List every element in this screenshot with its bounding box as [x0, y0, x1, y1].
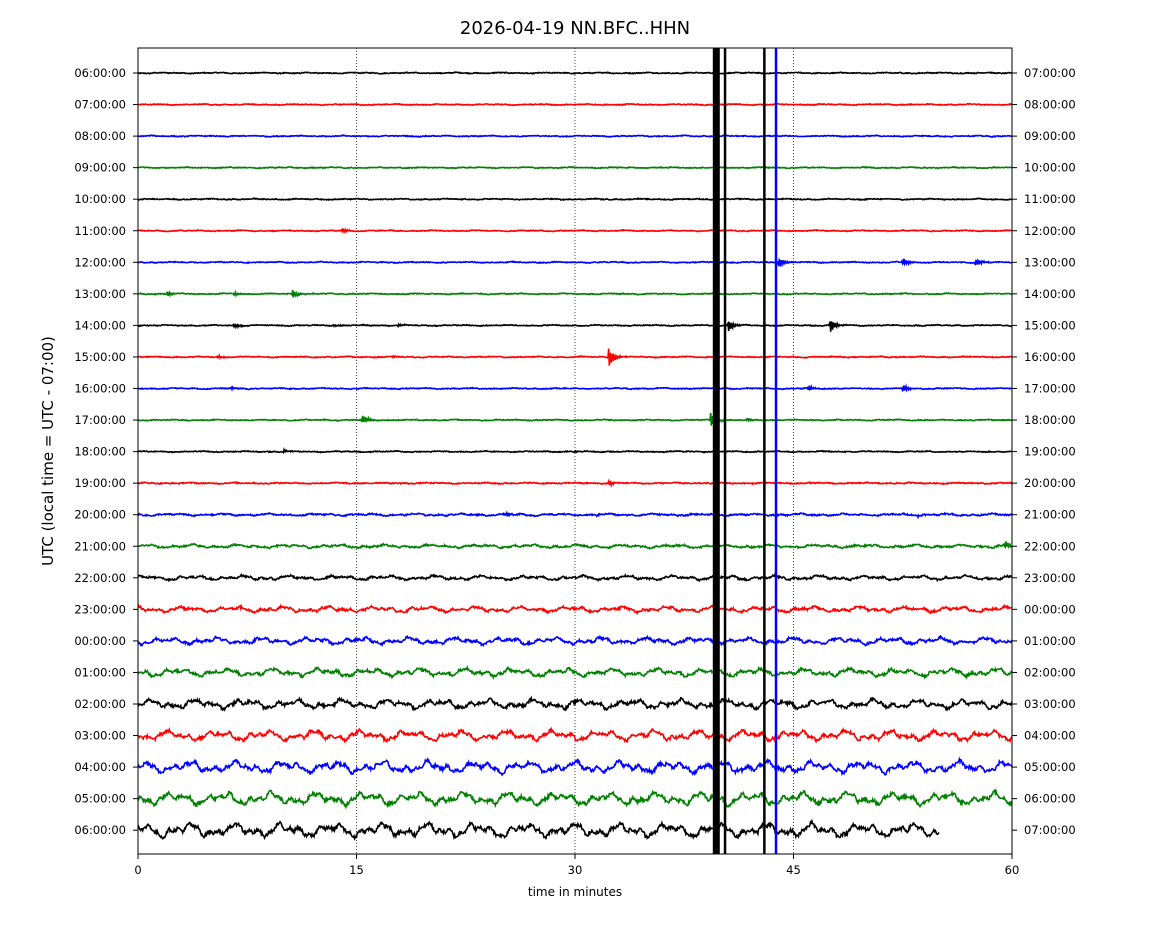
right-time-label: 03:00:00	[1024, 697, 1076, 711]
right-time-label: 04:00:00	[1024, 729, 1076, 743]
right-time-label: 00:00:00	[1024, 602, 1076, 616]
trace-row-16	[138, 572, 1012, 583]
x-tick-label: 60	[1005, 863, 1020, 877]
right-time-label: 12:00:00	[1024, 224, 1076, 238]
left-time-label: 15:00:00	[74, 350, 126, 364]
right-time-label: 06:00:00	[1024, 792, 1076, 806]
trace-row-9	[138, 348, 1012, 366]
left-time-label: 01:00:00	[74, 665, 126, 679]
left-time-label: 17:00:00	[74, 413, 126, 427]
left-time-label: 20:00:00	[74, 508, 126, 522]
trace-row-24	[138, 818, 940, 841]
trace-row-3	[138, 165, 1012, 170]
right-time-label: 05:00:00	[1024, 760, 1076, 774]
left-time-label: 09:00:00	[74, 161, 126, 175]
right-time-label: 10:00:00	[1024, 161, 1076, 175]
x-axis-label: time in minutes	[528, 885, 622, 899]
trace-row-14	[138, 510, 1012, 520]
left-time-label: 19:00:00	[74, 476, 126, 490]
left-time-label: 07:00:00	[74, 98, 126, 112]
x-tick-label: 30	[568, 863, 583, 877]
x-tick-label: 15	[349, 863, 364, 877]
right-time-label: 20:00:00	[1024, 476, 1076, 490]
saturated-spikes	[712, 48, 778, 854]
seismic-traces	[138, 71, 1012, 841]
left-time-label: 08:00:00	[74, 129, 126, 143]
x-tick-label: 45	[786, 863, 801, 877]
trace-row-1	[138, 102, 1012, 107]
left-time-label: 21:00:00	[74, 539, 126, 553]
right-time-label: 16:00:00	[1024, 350, 1076, 364]
trace-row-0	[138, 71, 1012, 75]
left-time-label: 11:00:00	[74, 224, 126, 238]
right-time-label: 11:00:00	[1024, 192, 1076, 206]
trace-row-7	[138, 289, 1012, 299]
trace-row-5	[138, 227, 1012, 235]
left-time-label: 06:00:00	[74, 66, 126, 80]
trace-row-18	[138, 634, 1012, 648]
trace-row-21	[138, 726, 1012, 744]
left-time-label: 04:00:00	[74, 760, 126, 774]
right-time-label: 07:00:00	[1024, 823, 1076, 837]
left-time-label: 14:00:00	[74, 318, 126, 332]
right-time-label: 21:00:00	[1024, 508, 1076, 522]
right-time-label: 02:00:00	[1024, 665, 1076, 679]
trace-row-20	[138, 695, 1012, 712]
trace-row-23	[138, 788, 1012, 810]
right-time-label: 13:00:00	[1024, 255, 1076, 269]
left-time-labels: 06:00:00 07:00:00 08:00:00 09:00:00 10:00:00…	[74, 66, 138, 837]
right-time-label: 08:00:00	[1024, 98, 1076, 112]
right-time-label: 19:00:00	[1024, 445, 1076, 459]
x-axis: 0 15 30 45 60	[134, 854, 1019, 877]
trace-row-6	[138, 257, 1012, 268]
left-time-label: 13:00:00	[74, 287, 126, 301]
trace-row-4	[138, 197, 1012, 202]
left-time-label: 06:00:00	[74, 823, 126, 837]
right-time-label: 01:00:00	[1024, 634, 1076, 648]
trace-row-12	[138, 447, 1012, 455]
left-time-label: 10:00:00	[74, 192, 126, 206]
chart-title: 2026-04-19 NN.BFC..HHN	[460, 18, 690, 39]
trace-row-22	[138, 756, 1012, 777]
trace-row-10	[138, 383, 1012, 393]
trace-row-8	[138, 320, 1012, 332]
right-time-label: 07:00:00	[1024, 66, 1076, 80]
right-time-label: 17:00:00	[1024, 382, 1076, 396]
right-time-label: 15:00:00	[1024, 318, 1076, 332]
right-time-labels: 07:00:00 08:00:00 09:00:00 10:00:00 11:00:00…	[1012, 66, 1076, 837]
left-time-label: 03:00:00	[74, 729, 126, 743]
trace-row-13	[138, 478, 1012, 489]
right-time-label: 18:00:00	[1024, 413, 1076, 427]
trace-row-19	[138, 664, 1012, 681]
trace-row-17	[138, 603, 1012, 615]
left-time-label: 02:00:00	[74, 697, 126, 711]
trace-row-11	[138, 412, 1012, 426]
left-time-label: 05:00:00	[74, 792, 126, 806]
right-time-label: 22:00:00	[1024, 539, 1076, 553]
right-time-label: 23:00:00	[1024, 571, 1076, 585]
x-tick-label: 0	[134, 863, 141, 877]
left-time-label: 18:00:00	[74, 445, 126, 459]
left-time-label: 12:00:00	[74, 255, 126, 269]
trace-row-15	[138, 541, 1012, 550]
left-time-label: 22:00:00	[74, 571, 126, 585]
left-time-label: 00:00:00	[74, 634, 126, 648]
y-axis-label: UTC (local time = UTC - 07:00)	[39, 336, 57, 566]
trace-row-2	[138, 134, 1012, 138]
right-time-label: 14:00:00	[1024, 287, 1076, 301]
left-time-label: 16:00:00	[74, 382, 126, 396]
left-time-label: 23:00:00	[74, 602, 126, 616]
right-time-label: 09:00:00	[1024, 129, 1076, 143]
